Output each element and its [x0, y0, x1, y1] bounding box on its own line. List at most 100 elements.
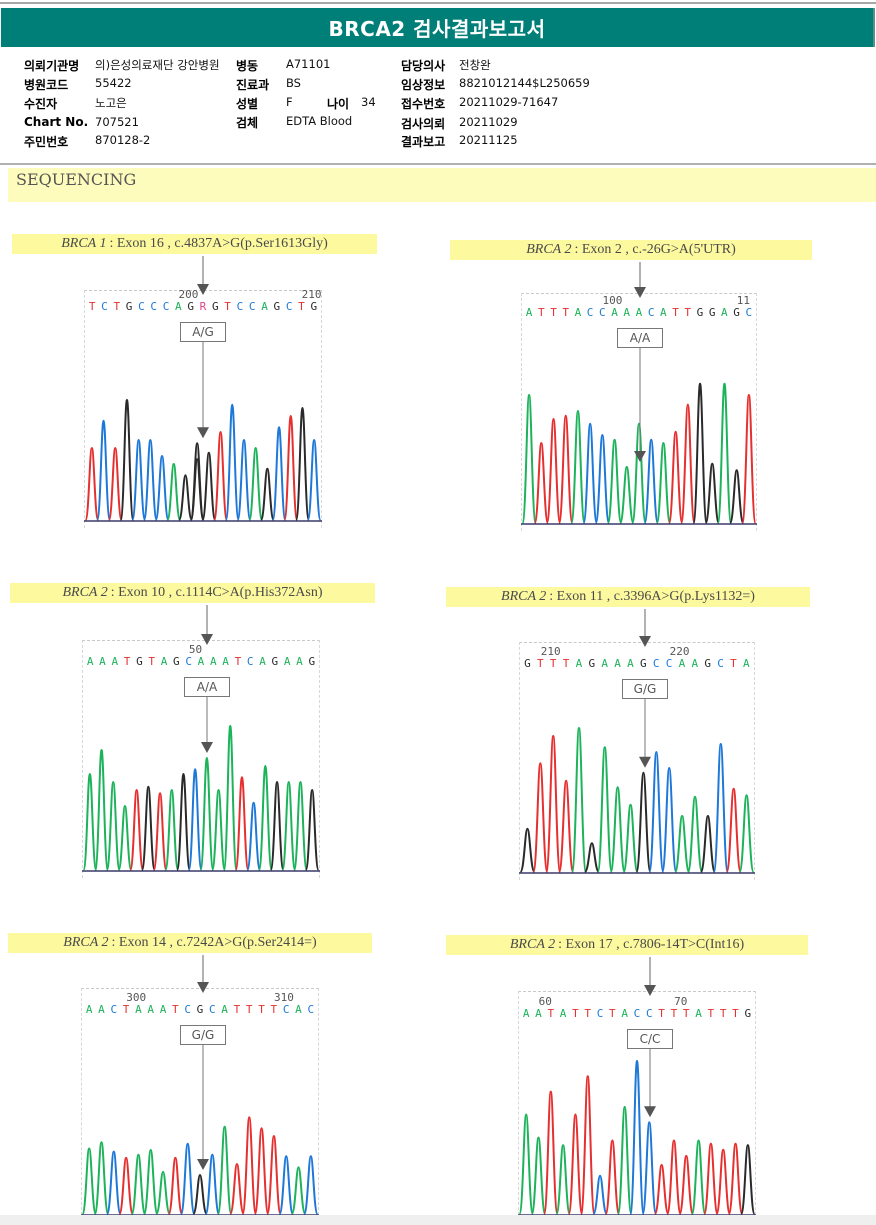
base-letter: G: [125, 300, 133, 313]
base-letter: A: [559, 1007, 567, 1020]
info-value: F: [286, 95, 293, 109]
base-letter: A: [160, 655, 168, 668]
base-letter: A: [601, 657, 608, 670]
info-value: 55422: [95, 76, 132, 90]
base-letter: G: [273, 300, 281, 313]
base-letter: T: [684, 306, 692, 319]
base-letter: A: [660, 306, 667, 319]
variant-caption: BRCA 1: Exon 16 , c.4837A>G(p.Ser1613Gly…: [12, 234, 377, 254]
base-letter: T: [113, 300, 121, 313]
chromatogram-frame: [519, 642, 755, 880]
info-patient-name: 수진자: [24, 95, 57, 112]
base-letter: A: [721, 306, 728, 319]
base-letter: C: [647, 306, 655, 319]
base-letter: T: [270, 1003, 278, 1016]
info-requesting-institution: 의뢰기관명: [24, 57, 79, 74]
base-letter: C: [596, 1007, 604, 1020]
position-label: 100: [602, 294, 623, 307]
base-letter: T: [258, 1003, 265, 1016]
genotype-label: G/G: [622, 679, 668, 699]
base-letter: C: [185, 655, 192, 668]
base-letter: T: [672, 306, 679, 319]
base-letter: T: [123, 655, 131, 668]
base-letter: A: [525, 306, 533, 319]
base-letter: A: [614, 657, 621, 670]
info-value: 20211125: [459, 133, 518, 147]
info-sex: 성별: [236, 95, 258, 112]
info-value: 8821012144$L250659: [459, 76, 590, 90]
info-label: 나이: [327, 97, 350, 111]
variant-caption: BRCA 2: Exon 2 , c.-26G>A(5'UTR): [450, 240, 812, 260]
info-label: 검사의뢰: [401, 117, 446, 131]
info-value: 노고은: [95, 96, 127, 110]
info-report-date: 결과보고: [401, 133, 445, 150]
position-label: 300: [126, 991, 147, 1004]
base-letter: T: [122, 1003, 130, 1016]
base-letter: A: [209, 655, 217, 668]
base-letter: T: [537, 306, 545, 319]
position-label: 200: [178, 288, 199, 301]
info-age: 나이: [327, 95, 349, 112]
info-label: 접수번호: [401, 97, 446, 111]
divider: [0, 163, 876, 165]
info-value: A71101: [286, 57, 331, 71]
base-letter: T: [148, 655, 156, 668]
base-letter: G: [640, 657, 647, 670]
base-letter: T: [572, 1007, 579, 1020]
genotype-label: A/A: [617, 328, 663, 348]
base-letter: C: [184, 1003, 191, 1016]
base-letter: A: [98, 1003, 105, 1016]
info-value: 의)은성의료재단 강안병원: [95, 58, 220, 72]
variant-description: : Exon 14 , c.7242A>G(p.Ser2414=): [111, 935, 317, 950]
base-letter: T: [88, 300, 96, 313]
base-letter: A: [85, 1003, 93, 1016]
base-letter: C: [645, 1007, 653, 1020]
gene-name: BRCA 1: [61, 236, 107, 251]
report-title-bar: BRCA2 검사결과보고서: [1, 8, 875, 47]
base-letter: G: [310, 300, 318, 313]
base-letter: A: [691, 657, 699, 670]
base-letter: A: [678, 657, 686, 670]
genotype-label: G/G: [180, 1025, 226, 1045]
base-letter: G: [173, 655, 180, 668]
base-letter: A: [283, 655, 291, 668]
base-letter: G: [733, 306, 740, 319]
info-value: 707521: [95, 115, 139, 129]
base-letter: G: [196, 1003, 204, 1016]
info-specimen: 검체: [236, 114, 258, 131]
base-letter: A: [621, 1007, 628, 1020]
base-letter: G: [187, 300, 194, 313]
base-letter: T: [224, 300, 231, 313]
base-letter: C: [665, 657, 673, 670]
info-physician: 담당의사: [401, 57, 445, 74]
base-letter: A: [197, 655, 205, 668]
base-letter: T: [537, 657, 544, 670]
top-border: [0, 2, 876, 4]
base-letter: T: [562, 306, 570, 319]
variant-description: : Exon 17 , c.7806-14T>C(Int16): [558, 937, 745, 952]
base-letter: G: [744, 1007, 752, 1020]
base-letter: T: [172, 1003, 179, 1016]
info-value: 20211029-71647: [459, 95, 559, 109]
info-label: 담당의사: [401, 59, 446, 73]
base-letter: T: [609, 1007, 616, 1020]
base-letter: A: [535, 1007, 542, 1020]
position-label: 70: [674, 995, 688, 1008]
variant-caption: BRCA 2: Exon 11 , c.3396A>G(p.Lys1132=): [446, 587, 810, 607]
base-letter: C: [208, 1003, 216, 1016]
base-letter: T: [658, 1007, 665, 1020]
base-letter: C: [307, 1003, 315, 1016]
base-letter: A: [175, 300, 182, 313]
base-letter: T: [719, 1007, 727, 1020]
base-letter: C: [652, 657, 660, 670]
position-label: 210: [540, 645, 561, 658]
base-letter: C: [248, 300, 256, 313]
base-letter: A: [575, 657, 583, 670]
base-letter: C: [282, 1003, 290, 1016]
info-value: 34: [361, 95, 376, 109]
report-title: BRCA2 검사결과보고서: [328, 17, 546, 41]
variant-description: : Exon 10 , c.1114C>A(p.His372Asn): [110, 585, 323, 600]
